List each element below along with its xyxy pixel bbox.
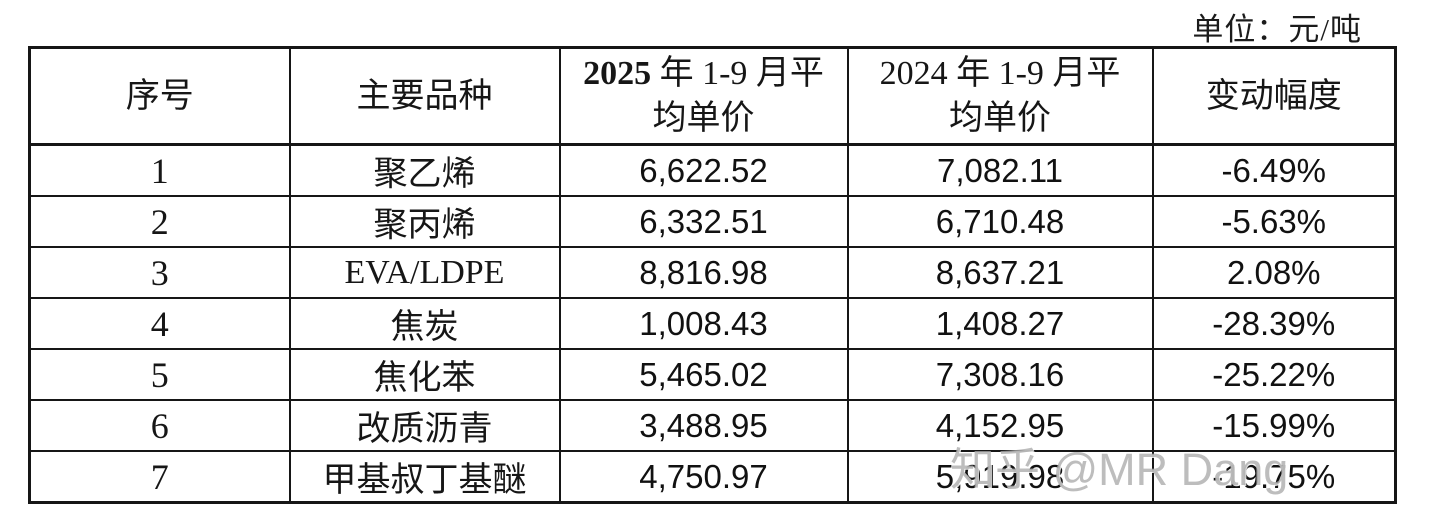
- cell-variety: 甲基叔丁基醚: [288, 450, 561, 504]
- header-2025-line1: 2025 年 1-9 月平: [562, 51, 846, 96]
- cell-price-2025: 6,332.51: [558, 195, 849, 248]
- table-row: 3 EVA/LDPE 8,816.98 8,637.21 2.08%: [28, 246, 1397, 299]
- cell-price-2025: 1,008.43: [558, 297, 849, 350]
- table-row: 1 聚乙烯 6,622.52 7,082.11 -6.49%: [28, 143, 1397, 197]
- cell-variety: 改质沥青: [288, 399, 561, 452]
- cell-price-2024: 4,152.95: [846, 399, 1154, 452]
- header-2025-rest: 年 1-9 月平: [651, 55, 824, 92]
- cell-price-2024: 8,637.21: [846, 246, 1154, 299]
- header-cell-2024: 2024 年 1-9 月平 均单价: [846, 46, 1154, 146]
- cell-price-2024: 5,919.98: [846, 450, 1154, 504]
- cell-price-2025: 3,488.95: [558, 399, 849, 452]
- cell-serial: 3: [28, 246, 291, 299]
- cell-change: -6.49%: [1151, 143, 1397, 197]
- header-cell-name: 主要品种: [288, 46, 561, 146]
- cell-variety: 聚丙烯: [288, 195, 561, 248]
- table-row: 6 改质沥青 3,488.95 4,152.95 -15.99%: [28, 399, 1397, 452]
- cell-price-2024: 7,308.16: [846, 348, 1154, 401]
- cell-price-2025: 5,465.02: [558, 348, 849, 401]
- cell-change: -25.22%: [1151, 348, 1397, 401]
- table-row: 2 聚丙烯 6,332.51 6,710.48 -5.63%: [28, 195, 1397, 248]
- unit-label: 单位：元/吨: [1192, 12, 1362, 47]
- header-2024-line1: 2024 年 1-9 月平: [879, 55, 1121, 92]
- header-cell-change: 变动幅度: [1151, 46, 1397, 146]
- cell-serial: 1: [28, 143, 291, 197]
- cell-price-2024: 7,082.11: [846, 143, 1154, 197]
- cell-serial: 6: [28, 399, 291, 452]
- cell-change: -19.75%: [1151, 450, 1397, 504]
- cell-change: -28.39%: [1151, 297, 1397, 350]
- table-header-row: 序号 主要品种 2025 年 1-9 月平 均单价 2024 年 1-9 月平 …: [28, 46, 1397, 146]
- cell-change: -15.99%: [1151, 399, 1397, 452]
- cell-price-2025: 6,622.52: [558, 143, 849, 197]
- header-2025-year: 2025: [583, 55, 652, 92]
- table-row: 7 甲基叔丁基醚 4,750.97 5,919.98 -19.75%: [28, 450, 1397, 504]
- cell-serial: 5: [28, 348, 291, 401]
- cell-price-2025: 4,750.97: [558, 450, 849, 504]
- cell-variety: 焦炭: [288, 297, 561, 350]
- price-table: 序号 主要品种 2025 年 1-9 月平 均单价 2024 年 1-9 月平 …: [28, 46, 1397, 504]
- cell-serial: 2: [28, 195, 291, 248]
- header-2025-line2: 均单价: [652, 100, 755, 137]
- cell-variety: 聚乙烯: [288, 143, 561, 197]
- cell-serial: 4: [28, 297, 291, 350]
- cell-change: 2.08%: [1151, 246, 1397, 299]
- cell-price-2024: 6,710.48: [846, 195, 1154, 248]
- header-cell-no: 序号: [28, 46, 291, 146]
- header-cell-2025: 2025 年 1-9 月平 均单价: [558, 46, 849, 146]
- cell-price-2025: 8,816.98: [558, 246, 849, 299]
- cell-change: -5.63%: [1151, 195, 1397, 248]
- cell-variety: EVA/LDPE: [288, 246, 561, 299]
- cell-variety: 焦化苯: [288, 348, 561, 401]
- cell-price-2024: 1,408.27: [846, 297, 1154, 350]
- table-row: 5 焦化苯 5,465.02 7,308.16 -25.22%: [28, 348, 1397, 401]
- cell-serial: 7: [28, 450, 291, 504]
- table-row: 4 焦炭 1,008.43 1,408.27 -28.39%: [28, 297, 1397, 350]
- header-2024-line2: 均单价: [949, 100, 1051, 137]
